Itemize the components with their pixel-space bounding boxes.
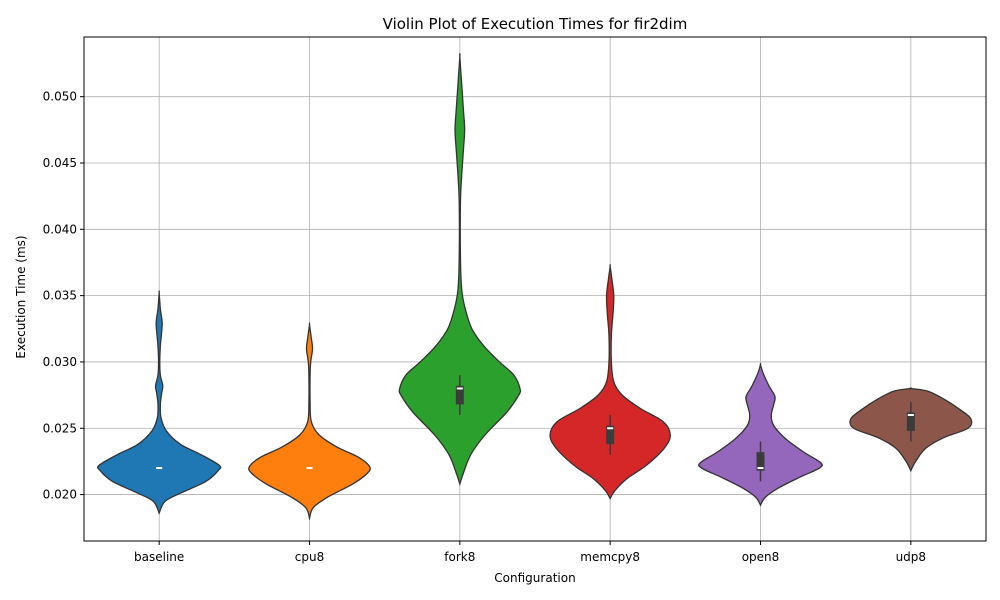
violin-cpu8 — [248, 322, 371, 521]
x-tick-label-open8: open8 — [742, 550, 780, 564]
x-tick-label-baseline: baseline — [134, 550, 184, 564]
violin-open8 — [698, 362, 823, 507]
violin-body — [698, 362, 823, 507]
y-tick-label: 0.025 — [43, 421, 77, 435]
x-tick-label-udp8: udp8 — [896, 550, 926, 564]
violin-iqr-box — [906, 412, 915, 431]
y-tick-label: 0.045 — [43, 156, 77, 170]
violin-iqr-box — [455, 385, 464, 405]
plot-frame — [83, 36, 987, 542]
violin-body — [549, 264, 671, 500]
violin-median-marker — [757, 467, 764, 470]
violin-median-marker — [456, 387, 463, 390]
violin-median-marker — [607, 427, 614, 430]
violin-iqr-box — [606, 425, 615, 445]
y-tick-label: 0.020 — [43, 488, 77, 502]
x-tick-label-memcpy8: memcpy8 — [580, 550, 640, 564]
axis-ticks: 0.020 0.025 0.030 0.035 0.040 0.045 0.050 basel… — [43, 90, 926, 564]
violin-udp8 — [849, 387, 973, 473]
violin-median-marker — [907, 414, 914, 416]
violin-fork8 — [398, 52, 522, 487]
violin-body — [398, 52, 522, 487]
violin-body — [96, 290, 222, 515]
y-tick-label: 0.035 — [43, 289, 77, 303]
y-tick-label: 0.050 — [43, 90, 77, 104]
violin-median-marker — [156, 467, 163, 470]
violin-median-marker — [306, 467, 313, 470]
x-tick-label-cpu8: cpu8 — [295, 550, 324, 564]
violins — [96, 52, 973, 521]
y-tick-label: 0.030 — [43, 355, 77, 369]
y-tick-label: 0.040 — [43, 222, 77, 236]
x-axis-title: Configuration — [494, 571, 575, 585]
x-tick-label-fork8: fork8 — [444, 550, 475, 564]
chart-title: Violin Plot of Execution Times for fir2d… — [383, 15, 688, 33]
violin-body — [248, 322, 371, 521]
violin-iqr-box — [756, 452, 765, 471]
violin-memcpy8 — [549, 264, 671, 500]
violin-baseline — [96, 290, 222, 515]
y-axis-title: Execution Time (ms) — [14, 235, 28, 358]
